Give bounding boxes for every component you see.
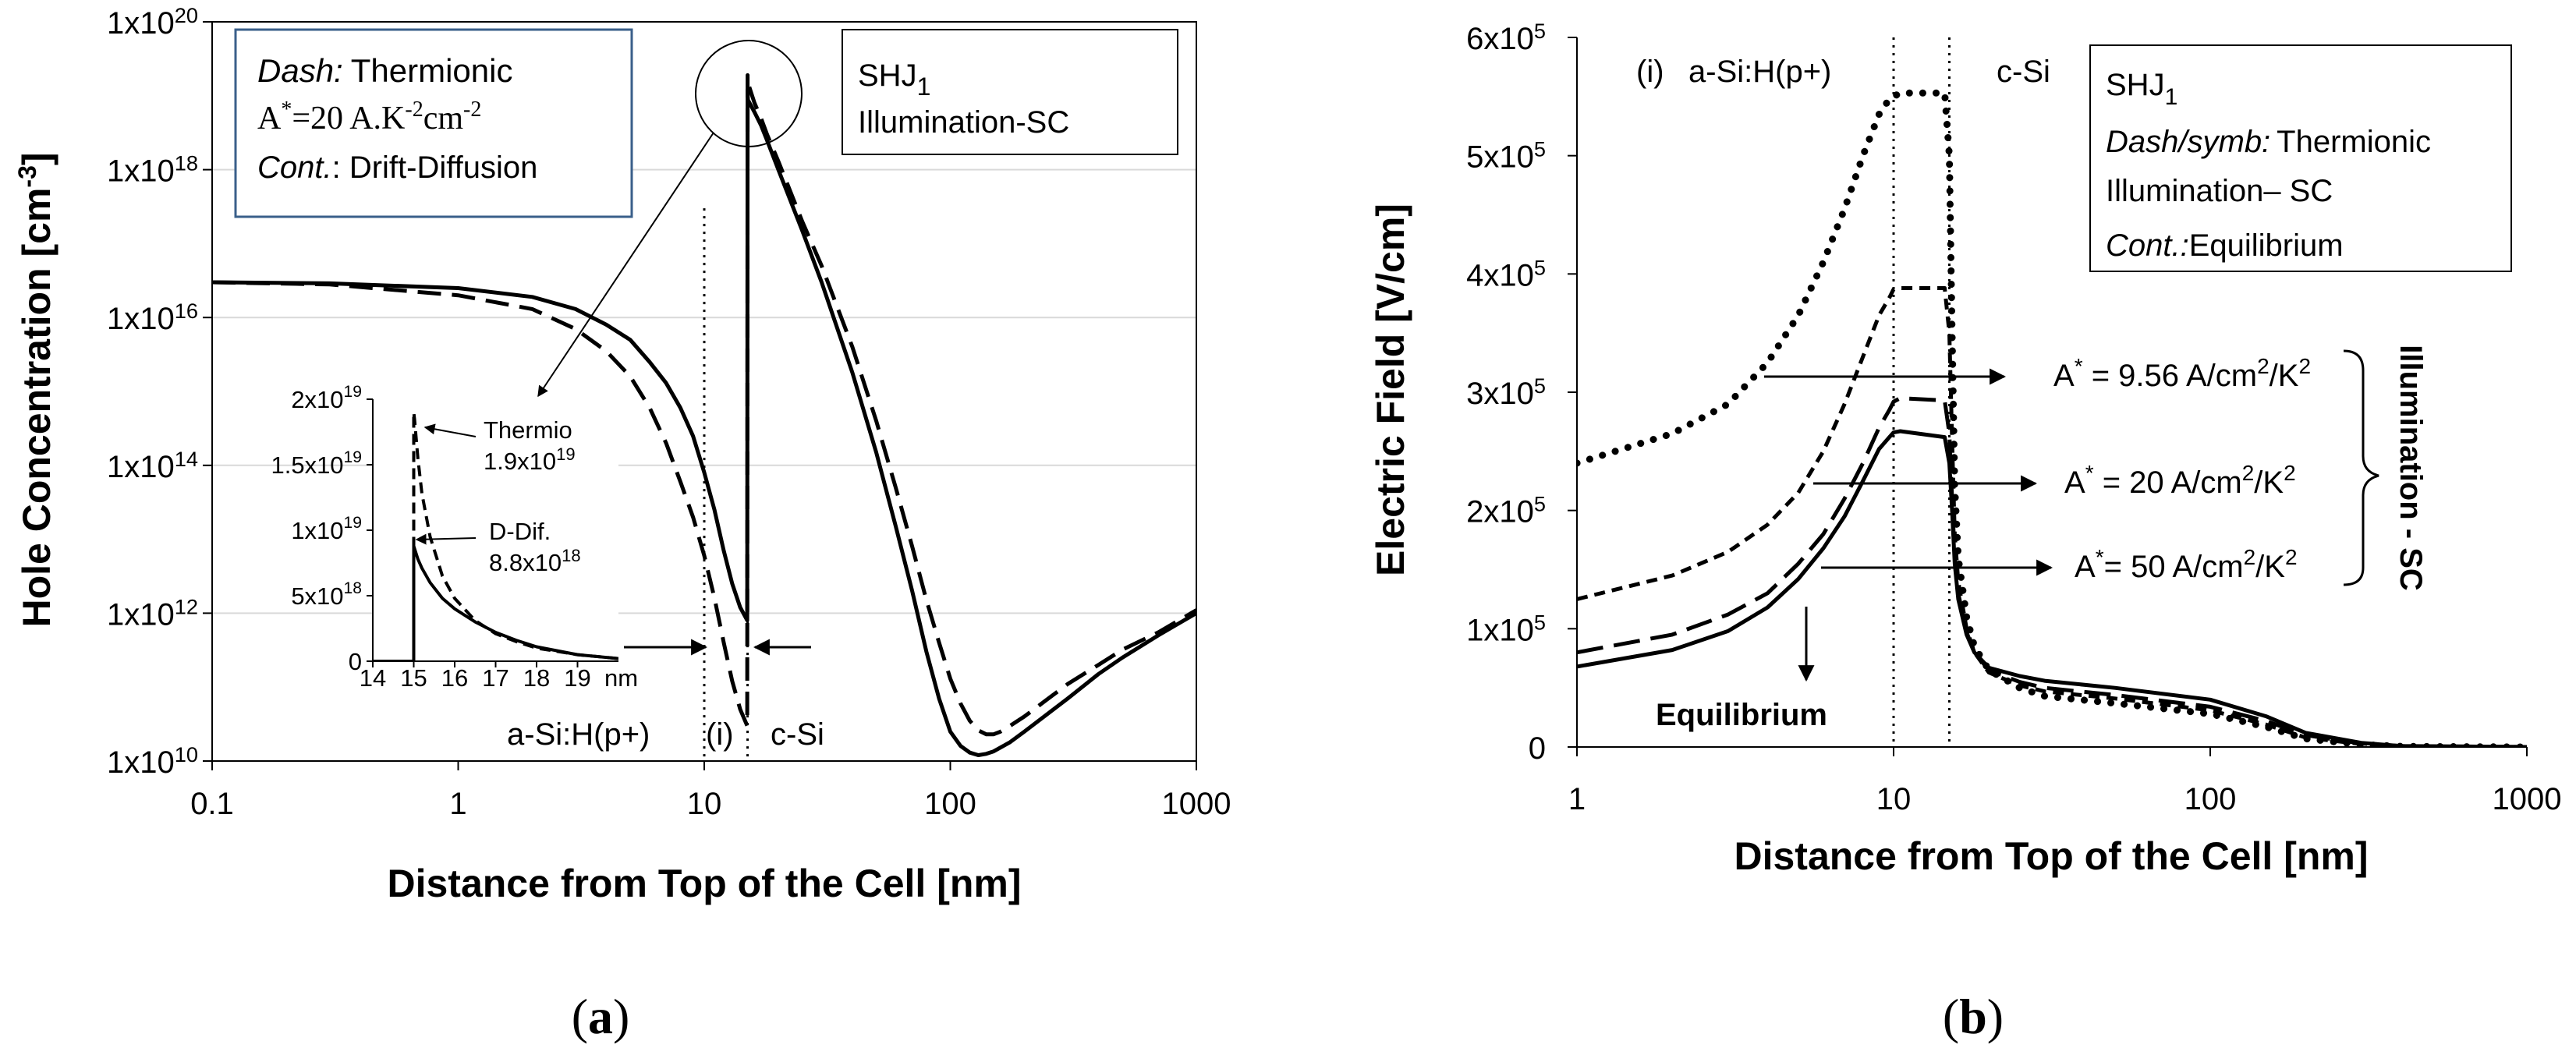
chart-a-inset-series bbox=[373, 410, 618, 661]
chart-a-region-csi: c-Si bbox=[771, 717, 824, 752]
chart-a-inset-series-drift-diffusion bbox=[373, 544, 618, 661]
chart-a-xtick-label: 0.1 bbox=[190, 787, 234, 821]
chart-b-legend-cont: Cont.:Equilibrium bbox=[2106, 228, 2344, 263]
chart-a-sample-subtitle: Illumination-SC bbox=[858, 105, 1069, 140]
chart-a-inset-ytick-label: 1.5x1019 bbox=[271, 448, 362, 479]
chart-a-inset-arrow-ddif bbox=[415, 533, 477, 545]
chart-a-series-drift-diffusion bbox=[212, 87, 1196, 757]
chart-b-layer-boundaries bbox=[1892, 37, 1951, 747]
chart-a-xtick-label: 1000 bbox=[1162, 787, 1231, 821]
chart-a-inset-arrow-thermio bbox=[423, 423, 477, 437]
chart-a-legend: Dash: Thermionic A*=20 A.K-2cm-2 Cont.: D… bbox=[234, 28, 633, 218]
chart-a-inset-ddif-value: 8.8x1018 bbox=[489, 546, 581, 576]
chart-b-equilibrium-label: Equilibrium bbox=[1656, 698, 1827, 732]
chart-a-xtick-label: 1 bbox=[449, 787, 466, 821]
chart-b-ytick-label: 1x105 bbox=[1466, 610, 1546, 647]
chart-a-inset-thermio-label: Thermio bbox=[484, 416, 572, 444]
chart-a-inset-ytick-label: 0 bbox=[349, 648, 362, 675]
chart-b-legend-frame bbox=[2089, 44, 2512, 272]
chart-a-inset-xtick-label: 18 bbox=[523, 664, 550, 692]
chart-a-region-asi: a-Si:H(p+) bbox=[507, 717, 650, 752]
chart-b-region-i: (i) bbox=[1636, 55, 1664, 89]
chart-a-legend-dash: Dash: Thermionic bbox=[257, 52, 512, 89]
chart-a-zoom-circle bbox=[695, 40, 803, 147]
chart-b-series-astar-9-56 bbox=[1577, 89, 2527, 747]
chart-a-inset-xtick-label: 16 bbox=[441, 664, 468, 692]
chart-b-xtick-label: 1 bbox=[1568, 782, 1586, 816]
chart-b-xtick-label: 100 bbox=[2184, 782, 2237, 816]
chart-b-xtick-label: 1000 bbox=[2493, 782, 2562, 816]
chart-b-legend-line2: Illumination– SC bbox=[2106, 174, 2333, 208]
chart-b-ytick-label: 2x105 bbox=[1466, 492, 1546, 529]
chart-a-ytick-label: 1x1010 bbox=[107, 742, 198, 780]
chart-b-ytick-label: 4x105 bbox=[1466, 255, 1546, 292]
chart-a-inset-xtick-label: 19 bbox=[564, 664, 590, 692]
chart-a-ticks: 1x1010 1x1012 1x1014 1x1016 1x1018 1x1020 0.1 1… bbox=[107, 3, 1231, 821]
chart-b-ytick-label: 6x105 bbox=[1466, 19, 1546, 56]
chart-b-xtick-label: 10 bbox=[1876, 782, 1912, 816]
chart-a-inset-ytick-label: 5x1018 bbox=[291, 579, 362, 610]
chart-a-inset-xtick-label: 15 bbox=[400, 664, 427, 692]
chart-a-legend-frame bbox=[234, 28, 633, 218]
chart-b-ytick-label: 5x105 bbox=[1466, 137, 1546, 175]
chart-a-inset-xtick-label: 14 bbox=[360, 664, 386, 692]
chart-b-astar-label-1: A* = 9.56 A/cm2/K2 bbox=[2053, 354, 2311, 393]
caption-b: (b) bbox=[1943, 989, 2004, 1044]
chart-a-inset-ddif-label: D-Dif. bbox=[489, 518, 551, 545]
chart-a-legend-cont: Cont.: Drift-Diffusion bbox=[257, 150, 537, 185]
chart-b-series-astar-50 bbox=[1577, 396, 2527, 747]
chart-a-layer-boundaries bbox=[703, 208, 749, 761]
chart-a-inset-xunit: nm bbox=[604, 664, 638, 692]
chart-a: 1x1010 1x1012 1x1014 1x1016 1x1018 1x1020 0.1 1… bbox=[13, 3, 1231, 905]
chart-a-legend-astar: A*=20 A.K-2cm-2 bbox=[257, 97, 481, 136]
chart-b-bracket bbox=[2343, 349, 2379, 586]
chart-a-ytick-label: 1x1016 bbox=[107, 299, 198, 336]
chart-a-region-i: (i) bbox=[706, 717, 734, 752]
chart-b-legend: SHJ1 Dash/symb: Thermionic Illumination– … bbox=[2089, 44, 2512, 272]
chart-b-bracket-label: Illumination - SC bbox=[2394, 345, 2428, 591]
chart-a-series bbox=[212, 73, 1196, 757]
chart-a-ylabel: Hole Concentration [cm-3] bbox=[13, 152, 58, 627]
chart-b-legend-dash: Dash/symb: Thermionic bbox=[2106, 125, 2431, 159]
caption-a: (a) bbox=[572, 989, 630, 1044]
chart-b-series-equilibrium bbox=[1577, 429, 2527, 747]
chart-b-legend-title: SHJ1 bbox=[2106, 68, 2177, 110]
chart-b-astar-label-3: A*= 50 A/cm2/K2 bbox=[2075, 545, 2298, 584]
chart-a-series-thermionic bbox=[212, 73, 1196, 737]
chart-a-ylabel-main: Hole Concentration [cm bbox=[15, 188, 58, 628]
chart-a-inset-ticks: 0 5x1018 1x1019 1.5x1019 2x1019 14 15 16 17 18 19 bbox=[271, 383, 590, 692]
chart-b: 0 1x105 2x105 3x105 4x105 5x105 6x105 1 10 100 100… bbox=[1369, 19, 2561, 878]
chart-a-ytick-label: 1x1018 bbox=[107, 151, 198, 189]
chart-a-ytick-label: 1x1014 bbox=[107, 447, 198, 484]
chart-a-inset-ytick-label: 2x1019 bbox=[291, 383, 362, 413]
chart-b-region-asi: a-Si:H(p+) bbox=[1688, 55, 1831, 89]
chart-a-inset-thermio-value: 1.9x1019 bbox=[484, 444, 576, 475]
chart-b-ylabel: Electric Field [V/cm] bbox=[1369, 204, 1412, 576]
chart-a-ylabel-close: ] bbox=[15, 152, 58, 165]
chart-a-ytick-label: 1x1012 bbox=[107, 594, 198, 632]
chart-a-zoom-arrow bbox=[537, 132, 714, 398]
chart-b-series bbox=[1577, 89, 2527, 747]
chart-a-sample-title: SHJ1 bbox=[858, 58, 930, 101]
chart-b-ytick-label: 0 bbox=[1529, 731, 1546, 766]
chart-a-sample-box: SHJ1 Illumination-SC bbox=[842, 29, 1178, 155]
chart-a-sample-frame bbox=[842, 29, 1178, 155]
chart-a-xtick-label: 100 bbox=[924, 787, 976, 821]
chart-b-region-csi: c-Si bbox=[1997, 55, 2050, 89]
chart-a-inset-xtick-label: 17 bbox=[482, 664, 508, 692]
chart-b-astar-label-2: A* = 20 A/cm2/K2 bbox=[2064, 461, 2296, 500]
chart-b-ticks: 0 1x105 2x105 3x105 4x105 5x105 6x105 1 10 100 100… bbox=[1466, 19, 2561, 816]
chart-b-ytick-label: 3x105 bbox=[1466, 373, 1546, 411]
chart-a-xtick-label: 10 bbox=[687, 787, 722, 821]
chart-a-ytick-label: 1x1020 bbox=[107, 3, 198, 41]
chart-b-series-astar-20 bbox=[1577, 286, 2527, 747]
chart-a-ylabel-sup: -3 bbox=[13, 165, 41, 187]
chart-b-xlabel: Distance from Top of the Cell [nm] bbox=[1734, 834, 2369, 878]
chart-a-inset-ytick-label: 1x1019 bbox=[291, 514, 362, 544]
chart-a-xlabel: Distance from Top of the Cell [nm] bbox=[388, 862, 1022, 905]
